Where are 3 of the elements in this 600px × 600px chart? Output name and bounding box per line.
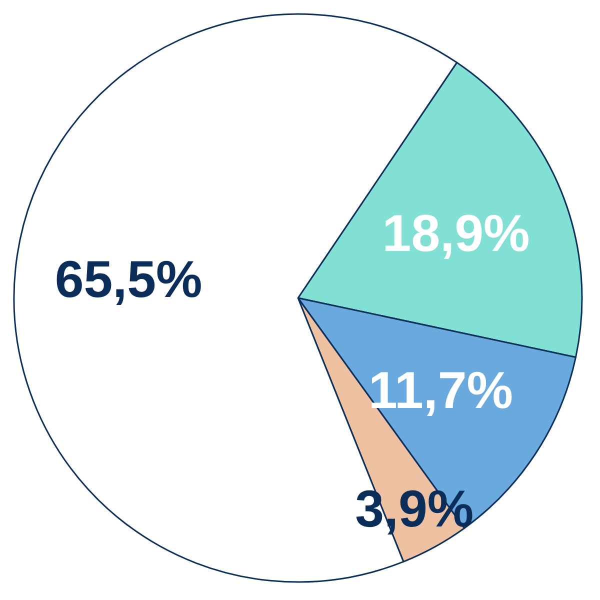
data-label: 65,5%	[54, 250, 202, 309]
data-label: 18,9%	[382, 205, 530, 264]
data-label: 11,7%	[368, 362, 514, 420]
